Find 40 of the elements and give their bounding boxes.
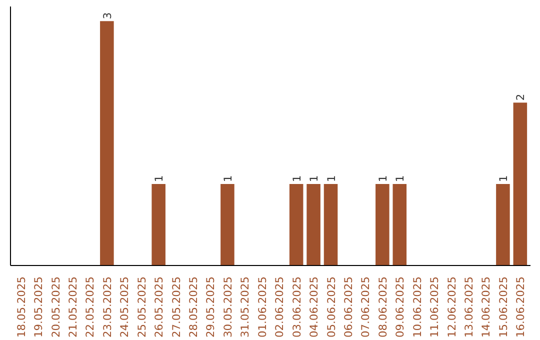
x-tick-label: 09.06.2025 bbox=[394, 276, 407, 338]
data-label: 1 bbox=[324, 175, 338, 182]
data-label: 2 bbox=[514, 94, 528, 101]
x-tick-label: 16.06.2025 bbox=[514, 276, 528, 338]
x-tick-label: 22.05.2025 bbox=[84, 276, 97, 338]
data-label: 1 bbox=[152, 175, 166, 182]
x-tick-label: 30.05.2025 bbox=[221, 276, 234, 338]
x-tick-label: 02.06.2025 bbox=[273, 276, 286, 338]
x-tick-label: 12.06.2025 bbox=[445, 276, 458, 338]
x-tick-label: 25.05.2025 bbox=[135, 276, 148, 338]
data-label: 1 bbox=[221, 175, 234, 182]
x-tick-label: 05.06.2025 bbox=[324, 276, 338, 338]
x-tick-label: 29.05.2025 bbox=[204, 276, 218, 338]
x-tick-label: 15.06.2025 bbox=[496, 276, 510, 338]
x-tick-label: 28.05.2025 bbox=[187, 276, 200, 338]
data-label: 1 bbox=[376, 175, 390, 182]
x-tick-label: 24.05.2025 bbox=[118, 276, 132, 338]
x-tick-label: 06.06.2025 bbox=[342, 276, 355, 338]
x-tick-label: 20.05.2025 bbox=[49, 276, 62, 338]
data-label: 1 bbox=[308, 175, 321, 182]
x-tick-label: 13.06.2025 bbox=[462, 276, 476, 338]
x-tick-label: 10.06.2025 bbox=[410, 276, 424, 338]
x-tick-label: 27.05.2025 bbox=[170, 276, 183, 338]
x-tick-label: 14.06.2025 bbox=[480, 276, 493, 338]
x-tick-label: 26.05.2025 bbox=[152, 276, 166, 338]
x-tick-label: 07.06.2025 bbox=[359, 276, 372, 338]
x-tick-label: 01.06.2025 bbox=[256, 276, 269, 338]
x-tick-label: 18.05.2025 bbox=[14, 276, 28, 338]
x-tick-label: 11.06.2025 bbox=[428, 276, 442, 338]
data-label: 1 bbox=[394, 175, 407, 182]
x-tick-label: 04.06.2025 bbox=[308, 276, 321, 338]
data-label: 3 bbox=[100, 12, 114, 20]
x-tick-label: 31.05.2025 bbox=[238, 276, 252, 338]
data-label: 1 bbox=[496, 175, 510, 182]
x-tick-label: 08.06.2025 bbox=[376, 276, 390, 338]
x-tick-label: 19.05.2025 bbox=[32, 276, 46, 338]
x-tick-label: 21.05.2025 bbox=[66, 276, 80, 338]
x-tick-label: 03.06.2025 bbox=[290, 276, 304, 338]
x-tick-label: 23.05.2025 bbox=[100, 276, 114, 338]
data-label: 1 bbox=[290, 175, 304, 182]
